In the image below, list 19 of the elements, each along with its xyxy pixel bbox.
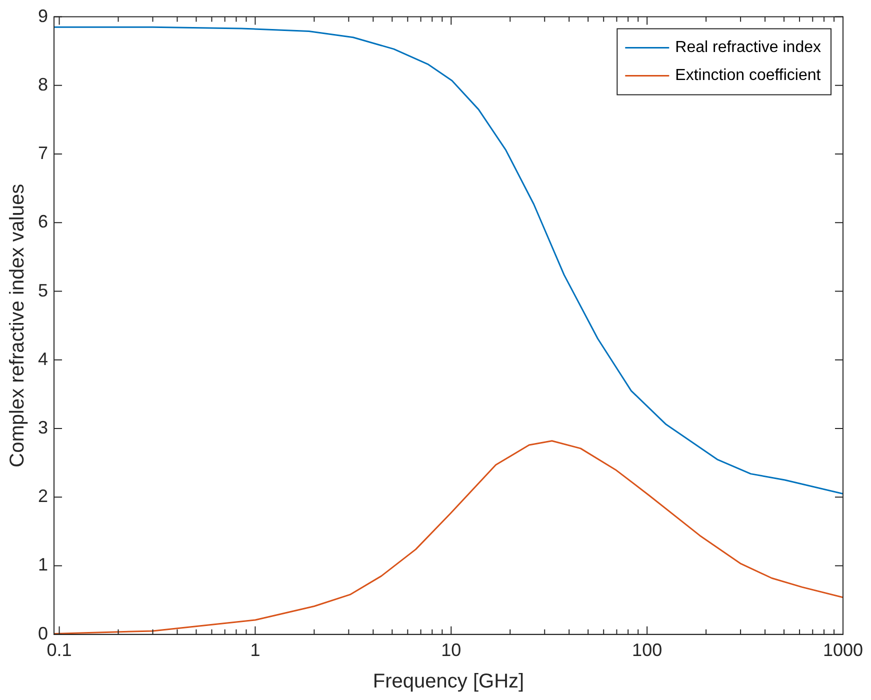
x-tick-label: 1 [250, 640, 260, 660]
legend-label: Real refractive index [675, 39, 821, 56]
y-tick-label: 4 [38, 348, 48, 369]
y-tick-label: 7 [38, 143, 48, 164]
x-axis-title: Frequency [GHz] [372, 670, 524, 693]
y-tick-label: 5 [38, 280, 48, 300]
y-tick-label: 6 [38, 212, 48, 232]
y-tick-label: 9 [38, 6, 48, 26]
x-tick-label: 1000 [822, 640, 864, 660]
y-tick-label: 1 [38, 554, 48, 575]
y-axis-title: Complex refractive index values [6, 184, 29, 468]
y-tick-label: 8 [38, 74, 48, 94]
y-tick-label: 0 [38, 623, 48, 644]
y-tick-label: 2 [38, 486, 48, 506]
legend-label: Extinction coefficient [675, 67, 822, 84]
x-tick-label: 10 [441, 640, 462, 660]
x-tick-label: 100 [632, 640, 662, 660]
x-tick-label: 0.1 [46, 640, 72, 660]
y-tick-label: 3 [38, 418, 48, 438]
